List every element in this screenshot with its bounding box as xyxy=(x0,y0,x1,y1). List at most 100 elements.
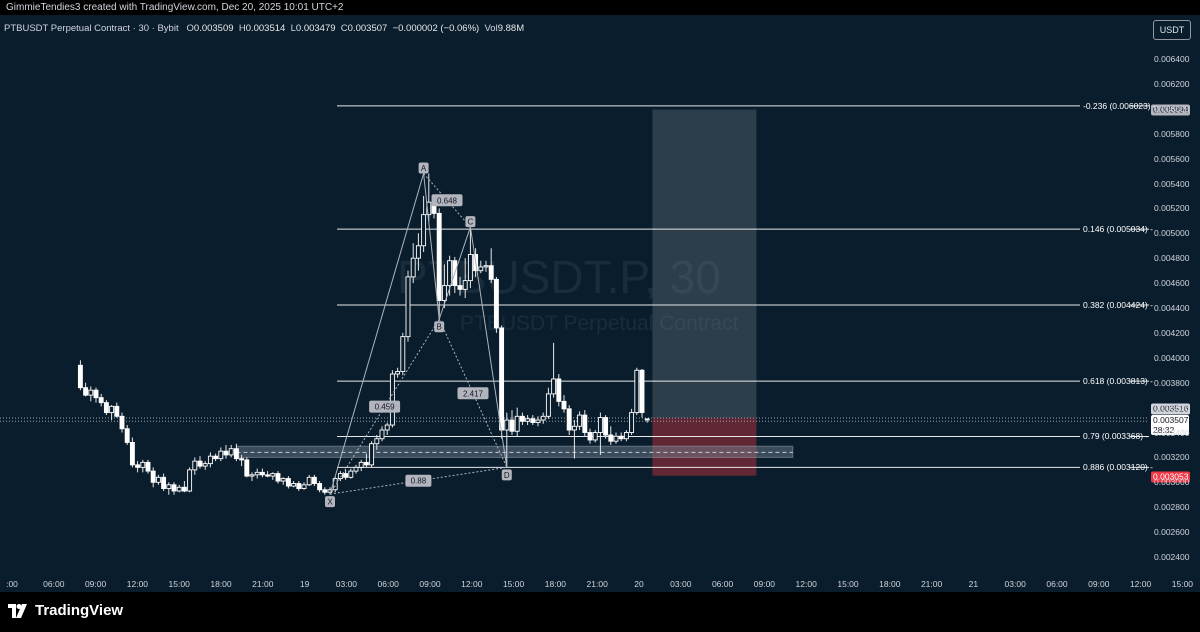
time-tick-label: 18:00 xyxy=(544,579,567,589)
bull-candle xyxy=(140,461,146,468)
bear-candle xyxy=(493,278,499,329)
time-tick-label: 21:00 xyxy=(586,579,608,589)
bull-candle xyxy=(358,461,364,468)
pattern-leg xyxy=(423,173,440,320)
time-tick-label: 15:00 xyxy=(502,579,525,589)
bear-candle xyxy=(233,448,239,460)
tradingview-logo[interactable]: TradingView xyxy=(8,602,123,619)
bear-candle xyxy=(343,473,349,478)
bull-candle xyxy=(166,484,172,489)
bear-candle xyxy=(135,464,141,468)
support-zone xyxy=(235,445,794,458)
bull-candle xyxy=(270,473,276,477)
fib-level-label: 0.146 (0.005034) - xyxy=(1083,224,1153,235)
bear-candle xyxy=(566,408,572,431)
bull-candle xyxy=(545,393,551,417)
bear-candle xyxy=(197,460,203,467)
price-tick-label: 0.004800 xyxy=(1154,253,1190,264)
bull-candle xyxy=(405,276,411,338)
attribution-text: GimmieTendies3 created with TradingView.… xyxy=(6,2,344,13)
bear-candle xyxy=(244,459,250,477)
bear-candle xyxy=(488,265,494,280)
time-tick-label: 06:00 xyxy=(377,579,399,589)
pattern-point-marker xyxy=(418,162,429,174)
price-tick-label: 0.003800 xyxy=(1154,377,1190,388)
bull-candle xyxy=(525,418,531,422)
bear-candle xyxy=(265,474,271,477)
pattern-point-marker xyxy=(465,216,476,228)
bull-candle xyxy=(395,371,401,375)
time-tick-label: 12:00 xyxy=(461,579,483,589)
time-tick-label: 03:00 xyxy=(1004,579,1026,589)
price-tick-label: 0.005000 xyxy=(1154,228,1190,239)
fib-level-label: 0.382 (0.004424) - xyxy=(1083,300,1153,310)
bull-candle xyxy=(514,415,520,432)
legend-volume: 9.88M xyxy=(497,23,525,34)
attribution-bar: GimmieTendies3 created with TradingView.… xyxy=(0,0,1200,15)
time-tick-label: 06:00 xyxy=(43,579,65,589)
legend-open: 0.003509 xyxy=(193,23,234,34)
bull-candle xyxy=(327,489,333,493)
pattern-ratio-badge xyxy=(431,194,463,207)
bull-candle xyxy=(202,463,208,467)
bear-candle xyxy=(285,478,291,487)
bull-candle xyxy=(192,460,198,471)
currency-button[interactable]: USDT xyxy=(1153,20,1191,40)
bull-candle xyxy=(415,245,421,259)
pattern-ratio-label: 2.417 xyxy=(463,389,484,398)
tradingview-logo-icon xyxy=(8,603,27,618)
footer-bar xyxy=(0,592,1200,632)
time-tick-label: 09:00 xyxy=(1088,579,1110,589)
position-stop-zone xyxy=(652,418,757,476)
legend-close: 0.003507 xyxy=(347,23,388,34)
time-tick-label: 09:00 xyxy=(419,579,441,589)
bull-candle xyxy=(421,214,427,247)
pattern-ratio-label: 0.459 xyxy=(375,403,396,412)
bull-candle xyxy=(306,476,312,486)
bear-candle xyxy=(119,415,125,430)
bear-candle xyxy=(213,455,219,460)
bull-candle xyxy=(571,425,577,431)
time-tick-label: 18:00 xyxy=(210,579,232,589)
bull-candle xyxy=(592,432,598,441)
bull-candle xyxy=(540,415,546,421)
pattern-point-marker xyxy=(434,321,445,333)
bull-candle xyxy=(88,389,94,396)
bear-candle xyxy=(582,414,588,433)
bull-candle xyxy=(483,265,489,268)
time-tick-label: 09:00 xyxy=(753,579,776,589)
price-tick-label: 0.004000 xyxy=(1154,352,1190,363)
bear-candle xyxy=(114,405,120,417)
price-tick-label: 0.005800 xyxy=(1154,128,1190,139)
pattern-point-marker xyxy=(325,496,335,508)
bear-candle xyxy=(171,484,177,492)
bull-candle xyxy=(634,369,640,414)
pattern-leg xyxy=(329,173,425,495)
bear-candle xyxy=(317,483,323,491)
bull-candle xyxy=(291,483,297,487)
price-tick-label: 0.005400 xyxy=(1154,178,1190,189)
price-tick-label: 0.005600 xyxy=(1154,153,1190,164)
bull-candle xyxy=(187,469,193,492)
bull-candle xyxy=(207,455,213,465)
time-tick-label: 12:00 xyxy=(1129,579,1152,589)
bull-candle xyxy=(348,470,354,478)
price-tick-label: 0.005200 xyxy=(1154,203,1190,214)
bear-candle xyxy=(587,432,593,441)
time-scale[interactable] xyxy=(0,575,1149,592)
bull-candle xyxy=(280,478,286,482)
legend-o-label: O xyxy=(186,23,194,34)
bull-candle xyxy=(228,448,234,456)
pattern-leg xyxy=(438,226,471,320)
bull-candle xyxy=(551,378,557,395)
time-tick-label: 03:00 xyxy=(335,579,358,589)
time-tick-label: 06:00 xyxy=(1046,579,1068,589)
price-tick-label: 0.003600 xyxy=(1154,402,1190,413)
bear-candle xyxy=(639,369,645,414)
bull-candle xyxy=(462,280,468,290)
time-tick-label: 12:00 xyxy=(795,579,817,589)
pattern-ratio-badge xyxy=(457,387,489,400)
time-tick-label: 18:00 xyxy=(879,579,901,589)
bull-candle xyxy=(389,373,395,426)
